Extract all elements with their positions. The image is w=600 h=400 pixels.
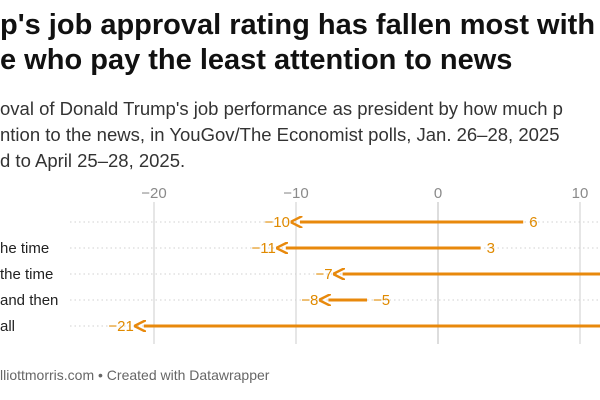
x-tick-label: −20 [141,185,166,202]
end-value-label: −10 [265,214,290,231]
row-label: he time [0,240,49,257]
end-value-label: −8 [301,292,318,309]
end-value-label: −11 [251,240,275,257]
x-tick-label: −10 [283,185,308,202]
row-label: and then [0,292,58,309]
start-value-label: 6 [529,214,537,231]
row-label: all [0,318,15,335]
subtitle-line-1: oval of Donald Trump's job performance a… [0,98,563,119]
footer-credit: lliottmorris.com • Created with Datawrap… [0,367,270,383]
subtitle-line-3: d to April 25–28, 2025. [0,150,186,171]
start-value-label: 3 [487,240,495,257]
chart-subtitle: oval of Donald Trump's job performance a… [0,96,600,174]
title-line-1: p's job approval rating has fallen most … [0,9,596,41]
start-value-label: −5 [373,292,390,309]
x-tick-label: 10 [572,185,589,202]
subtitle-line-2: ntion to the news, in YouGov/The Economi… [0,124,560,145]
end-value-label: −7 [315,266,332,283]
chart-title: p's job approval rating has fallen most … [0,8,600,78]
row-label: the time [0,266,53,283]
end-value-label: −21 [108,318,133,335]
arrow-chart: −20 −10 0 10 −10 6 he time −11 3 the time −7 and th… [0,185,600,344]
x-tick-label: 0 [434,185,442,202]
title-line-2: e who pay the least attention to news [0,44,513,76]
